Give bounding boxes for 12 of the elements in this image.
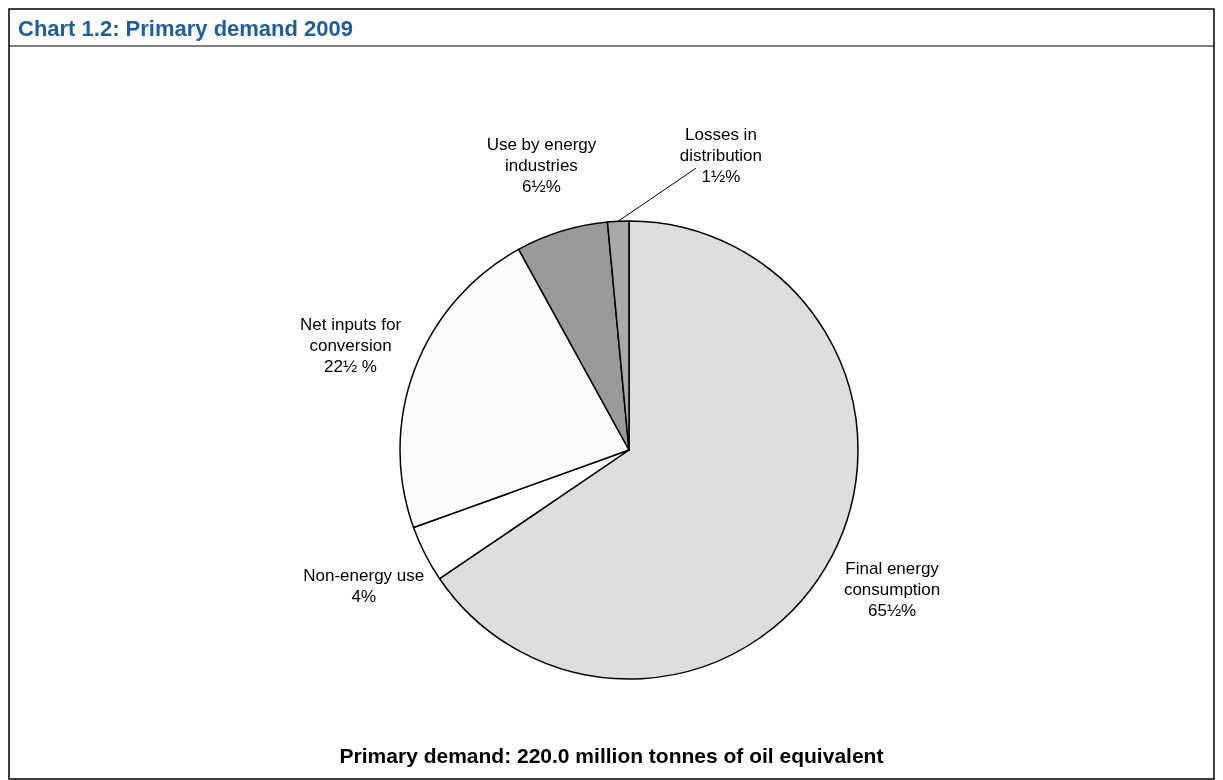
text: Primary demand: 220.0 million tonnes of oil equivalent bbox=[339, 744, 884, 767]
slice-label: Non-energy use bbox=[303, 565, 425, 585]
data-label: 1½% bbox=[701, 166, 741, 186]
data-label: 4% bbox=[351, 586, 377, 606]
data-label: 6½% bbox=[522, 177, 561, 197]
data-label: 65½% bbox=[868, 601, 917, 621]
data-label: 22½ % bbox=[324, 356, 377, 376]
slice-label: Use by energy industries bbox=[486, 135, 597, 176]
chart-title: Chart 1.2: Primary demand 2009 bbox=[18, 16, 354, 41]
slice-label: Net inputs for conversion bbox=[299, 314, 402, 355]
slice-label: Final energy consumption bbox=[843, 559, 941, 600]
slice-label: Losses in distribution bbox=[679, 124, 763, 165]
